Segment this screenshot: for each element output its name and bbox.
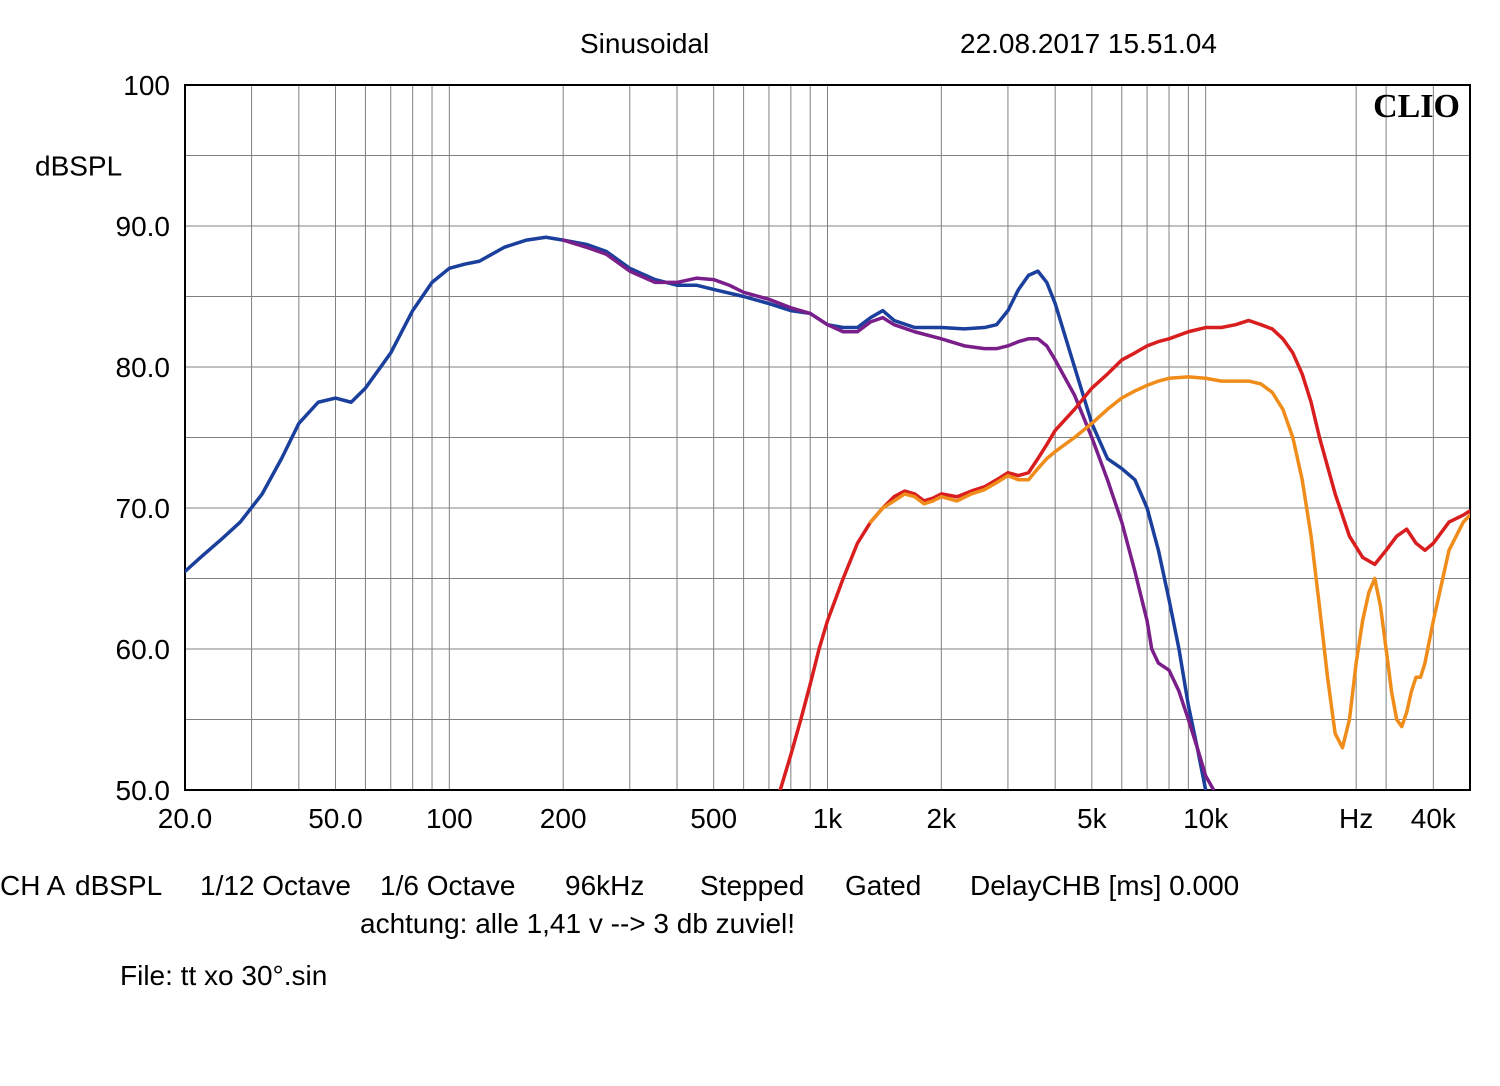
footer-part: Gated	[845, 870, 921, 902]
footer-part: Stepped	[700, 870, 804, 902]
y-axis-unit: dBSPL	[35, 151, 122, 182]
x-tick-label: 2k	[927, 803, 958, 834]
x-tick-label: 100	[426, 803, 473, 834]
y-tick-label: 50.0	[116, 775, 171, 806]
footer-file: File: tt xo 30°.sin	[120, 960, 327, 992]
x-tick-label: 5k	[1077, 803, 1108, 834]
footer-part: DelayCHB [ms] 0.000	[970, 870, 1239, 902]
footer-part: 1/6 Octave	[380, 870, 515, 902]
footer-line-2: achtung: alle 1,41 v --> 3 db zuviel!	[360, 908, 795, 940]
y-tick-label: 90.0	[116, 211, 171, 242]
footer-part: CH A	[0, 870, 65, 902]
x-tick-label: 40k	[1411, 803, 1457, 834]
footer-part: 1/12 Octave	[200, 870, 351, 902]
footer-part: dBSPL	[75, 870, 162, 902]
x-tick-label: 10k	[1183, 803, 1229, 834]
x-tick-label: Hz	[1339, 803, 1373, 834]
y-tick-label: 60.0	[116, 634, 171, 665]
y-tick-label: 100	[123, 70, 170, 101]
x-tick-label: 1k	[813, 803, 844, 834]
x-tick-label: 50.0	[308, 803, 363, 834]
brand-label: CLIO	[1373, 88, 1460, 125]
x-tick-label: 500	[690, 803, 737, 834]
x-tick-label: 20.0	[158, 803, 213, 834]
y-tick-label: 70.0	[116, 493, 171, 524]
footer-part: 96kHz	[565, 870, 644, 902]
y-tick-label: 80.0	[116, 352, 171, 383]
x-tick-label: 200	[540, 803, 587, 834]
